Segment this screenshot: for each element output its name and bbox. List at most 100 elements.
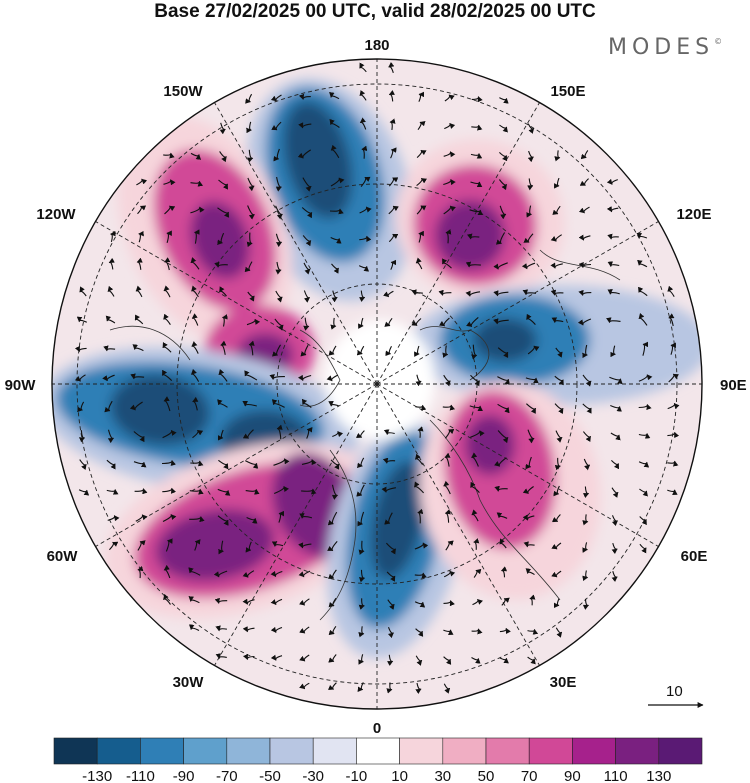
wind-vector: [106, 489, 119, 495]
wind-vector: [163, 285, 171, 298]
colorbar-swatch: [312, 737, 357, 765]
wind-vector: [242, 570, 255, 578]
wind-vector: [465, 261, 481, 268]
wind-vector: [137, 205, 147, 215]
wind-vector: [387, 599, 395, 610]
wind-vector: [329, 118, 340, 128]
wind-vector: [381, 486, 396, 493]
wind-vector: [302, 235, 312, 247]
colorbar-tick-label: -70: [216, 768, 238, 783]
wind-vector: [471, 509, 479, 522]
wind-vector: [578, 234, 591, 241]
coastline: [319, 449, 357, 621]
wind-vector: [357, 682, 364, 693]
wind-vector: [166, 230, 172, 243]
wind-vector: [578, 289, 592, 296]
wind-vector: [358, 598, 365, 610]
wind-vector: [554, 375, 564, 386]
wind-vector: [499, 205, 507, 220]
colorbar-tick-label: 30: [434, 768, 451, 783]
wind-vector: [331, 263, 339, 274]
wind-vector: [221, 314, 228, 327]
wind-vector: [359, 117, 367, 130]
wind-vector: [326, 374, 339, 382]
anomaly-negative-atlantic-west-core: [110, 374, 210, 446]
wind-vector: [191, 368, 200, 382]
wind-vector: [583, 458, 591, 471]
wind-vector: [78, 489, 90, 496]
wind-vector: [582, 403, 592, 414]
wind-vector: [76, 316, 88, 323]
colorbar-tick-label: -30: [302, 768, 324, 783]
wind-vector: [164, 257, 171, 271]
wind-vector: [611, 542, 618, 555]
wind-vector: [443, 600, 455, 607]
wind-vector: [270, 570, 283, 577]
wind-vector: [413, 481, 425, 494]
colorbar-tick-label: 10: [391, 768, 408, 783]
wind-vector: [328, 401, 339, 407]
wind-vector: [416, 149, 427, 159]
wind-vector: [582, 570, 589, 582]
wind-vector: [217, 429, 224, 441]
meridian-line: [95, 383, 378, 547]
wind-vector: [162, 429, 177, 439]
wind-vector: [328, 654, 337, 663]
wind-vector: [194, 539, 201, 551]
wind-vector: [465, 290, 481, 297]
wind-vector: [497, 430, 509, 444]
wind-vector: [498, 179, 508, 191]
wind-vector: [496, 512, 508, 519]
wind-vector: [523, 233, 534, 243]
wind-vector: [275, 176, 282, 192]
wind-vector: [361, 145, 368, 159]
wind-vector: [191, 313, 199, 326]
wind-vector: [359, 206, 372, 214]
coastline: [299, 329, 341, 407]
wind-vector: [163, 593, 171, 605]
wind-vector: [550, 234, 562, 242]
coastline: [109, 326, 191, 361]
longitude-label: 120W: [36, 206, 76, 223]
wind-vector: [443, 205, 456, 215]
wind-vector: [637, 259, 648, 268]
wind-vector: [246, 232, 253, 248]
wind-vector: [358, 317, 364, 329]
wind-vector: [190, 152, 202, 160]
reference-vector-label: 10: [666, 683, 683, 700]
wind-vector: [639, 488, 648, 497]
wind-vector: [358, 540, 365, 555]
wind-vector: [525, 377, 539, 384]
wind-vector: [219, 151, 227, 163]
wind-vector: [667, 460, 679, 467]
wind-vector: [497, 376, 510, 385]
wind-vector: [275, 290, 283, 303]
wind-vector: [328, 569, 337, 580]
wind-vector: [358, 654, 364, 665]
wind-vector: [161, 369, 173, 381]
wind-vector: [555, 347, 563, 358]
wind-vector: [79, 286, 87, 297]
colorbar-swatch: [140, 737, 184, 765]
wind-vector: [190, 460, 204, 467]
wind-vector: [611, 487, 619, 498]
meridian-line: [95, 221, 378, 385]
colorbar-tick-label: 90: [564, 768, 581, 783]
wind-vector: [359, 290, 366, 303]
wind-vector: [79, 459, 87, 471]
map-disk: [52, 59, 702, 709]
anomaly-negative-asia-core: [473, 318, 537, 362]
wind-vector: [278, 510, 285, 523]
colorbar-swatch: [572, 737, 616, 765]
colorbar-tick-label: -130: [82, 768, 112, 783]
wind-vector: [217, 515, 229, 526]
wind-vector: [388, 61, 395, 74]
wind-vector: [471, 452, 479, 467]
wind-vector: [386, 682, 393, 694]
longitude-label: 180: [364, 37, 389, 54]
wind-vector: [550, 262, 563, 269]
wind-vector: [103, 345, 116, 352]
wind-vector: [610, 345, 616, 358]
wind-vector: [271, 399, 285, 408]
wind-vector: [269, 374, 285, 380]
